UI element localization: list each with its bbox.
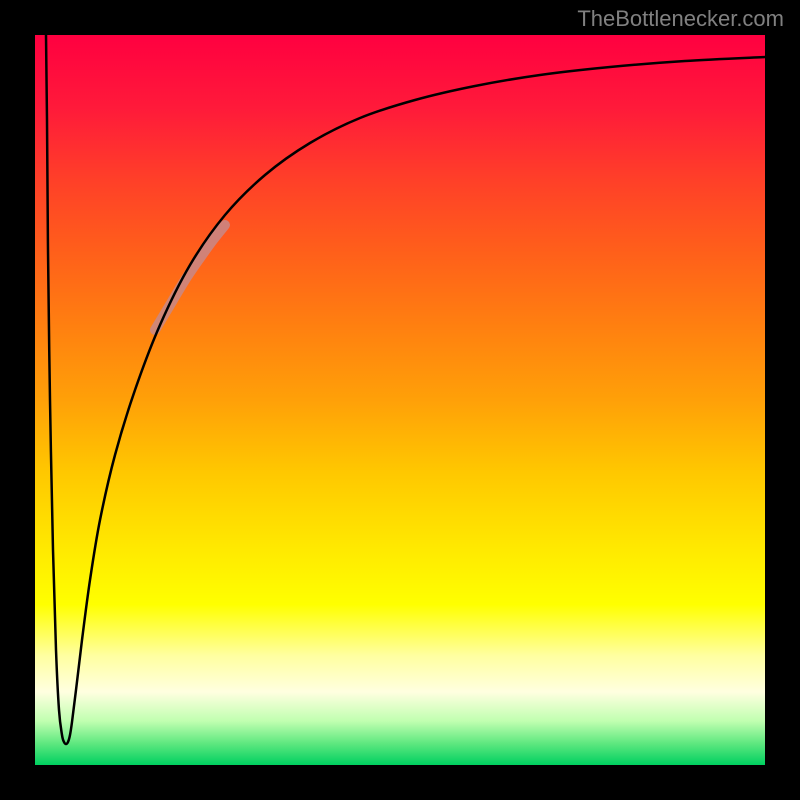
chart-container: TheBottlenecker.com (0, 0, 800, 800)
chart-background-gradient (35, 35, 765, 765)
bottleneck-chart (0, 0, 800, 800)
watermark-text: TheBottlenecker.com (577, 6, 784, 32)
